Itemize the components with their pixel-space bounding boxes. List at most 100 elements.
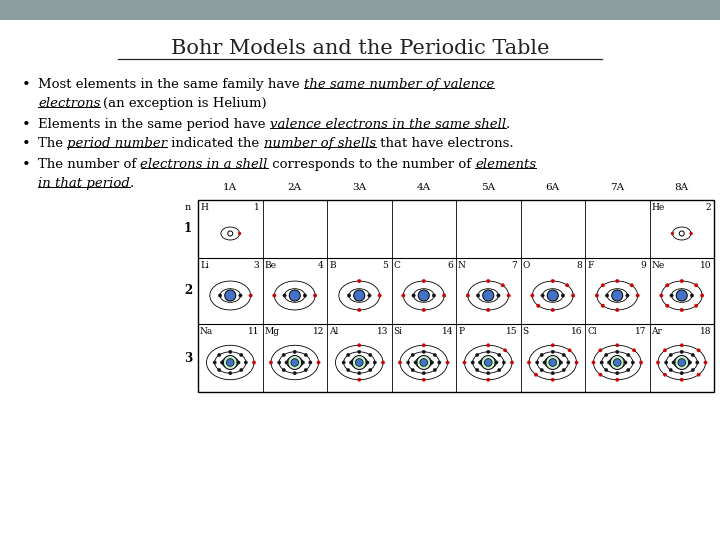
Text: indicated the: indicated the <box>167 137 264 150</box>
Text: 2A: 2A <box>288 184 302 192</box>
Circle shape <box>616 279 619 283</box>
Text: He: He <box>652 203 665 212</box>
Circle shape <box>487 378 490 381</box>
Circle shape <box>226 359 234 366</box>
Text: number of shells: number of shells <box>264 137 376 150</box>
Circle shape <box>352 355 366 369</box>
Circle shape <box>612 290 623 301</box>
Circle shape <box>478 361 482 364</box>
Circle shape <box>402 294 405 297</box>
Text: period number: period number <box>67 137 167 150</box>
Circle shape <box>695 304 698 307</box>
Circle shape <box>624 361 627 364</box>
Circle shape <box>551 378 554 381</box>
Circle shape <box>675 355 689 369</box>
Circle shape <box>378 294 382 297</box>
Circle shape <box>626 294 629 297</box>
Circle shape <box>422 372 426 375</box>
Circle shape <box>690 232 693 235</box>
Text: Li: Li <box>200 261 209 270</box>
Circle shape <box>551 308 554 312</box>
Circle shape <box>600 361 603 364</box>
Circle shape <box>220 361 224 364</box>
Circle shape <box>670 294 673 297</box>
Circle shape <box>288 355 302 369</box>
Text: .: . <box>506 118 510 131</box>
Text: electrons: electrons <box>38 97 100 110</box>
Text: .: . <box>130 177 134 190</box>
Circle shape <box>608 361 611 364</box>
Circle shape <box>309 361 312 364</box>
Circle shape <box>669 368 672 372</box>
Circle shape <box>575 361 578 364</box>
Circle shape <box>551 343 554 347</box>
Circle shape <box>237 361 240 364</box>
Circle shape <box>463 361 466 364</box>
Circle shape <box>422 308 426 312</box>
Text: •: • <box>22 78 31 92</box>
Circle shape <box>358 372 361 375</box>
Text: 13: 13 <box>377 327 389 336</box>
Circle shape <box>632 349 636 352</box>
Circle shape <box>293 350 297 354</box>
Text: 3: 3 <box>184 352 192 365</box>
Circle shape <box>432 294 436 297</box>
Circle shape <box>540 353 544 356</box>
Text: 7: 7 <box>512 261 518 270</box>
Text: 8A: 8A <box>675 184 689 192</box>
Text: Al: Al <box>329 327 338 336</box>
Circle shape <box>510 361 513 364</box>
Circle shape <box>487 372 490 375</box>
Circle shape <box>407 361 410 364</box>
Circle shape <box>293 372 297 375</box>
Circle shape <box>671 232 674 235</box>
Circle shape <box>697 349 701 352</box>
Text: •: • <box>22 158 31 172</box>
Circle shape <box>665 304 669 307</box>
Circle shape <box>679 231 684 236</box>
Circle shape <box>487 343 490 347</box>
Circle shape <box>417 355 431 369</box>
Circle shape <box>303 294 307 297</box>
Circle shape <box>626 353 630 356</box>
Circle shape <box>253 361 256 364</box>
Circle shape <box>680 378 683 381</box>
Circle shape <box>669 353 672 356</box>
Circle shape <box>358 308 361 312</box>
Text: 5A: 5A <box>481 184 495 192</box>
Circle shape <box>503 349 507 352</box>
Bar <box>0 0 720 20</box>
Circle shape <box>476 353 479 356</box>
Circle shape <box>225 290 235 301</box>
Circle shape <box>438 361 441 364</box>
Circle shape <box>223 355 237 369</box>
Circle shape <box>411 368 415 372</box>
Circle shape <box>229 372 232 375</box>
Circle shape <box>446 361 449 364</box>
Circle shape <box>238 232 241 235</box>
Circle shape <box>420 359 428 366</box>
Circle shape <box>422 279 426 283</box>
Text: 15: 15 <box>506 327 518 336</box>
Circle shape <box>354 290 365 301</box>
Text: 3A: 3A <box>352 184 366 192</box>
Circle shape <box>356 359 363 366</box>
Circle shape <box>551 372 554 375</box>
Circle shape <box>680 350 683 354</box>
Circle shape <box>663 349 667 352</box>
Circle shape <box>613 359 621 366</box>
Circle shape <box>382 361 384 364</box>
Circle shape <box>672 361 675 364</box>
Circle shape <box>676 290 688 301</box>
Circle shape <box>249 294 252 297</box>
Circle shape <box>527 361 531 364</box>
Text: 17: 17 <box>635 327 647 336</box>
Circle shape <box>218 294 222 297</box>
Bar <box>198 200 714 392</box>
Circle shape <box>347 294 351 297</box>
Text: 1: 1 <box>184 222 192 235</box>
Circle shape <box>244 361 248 364</box>
Circle shape <box>487 350 490 354</box>
Circle shape <box>605 368 608 372</box>
Text: F: F <box>587 261 593 270</box>
